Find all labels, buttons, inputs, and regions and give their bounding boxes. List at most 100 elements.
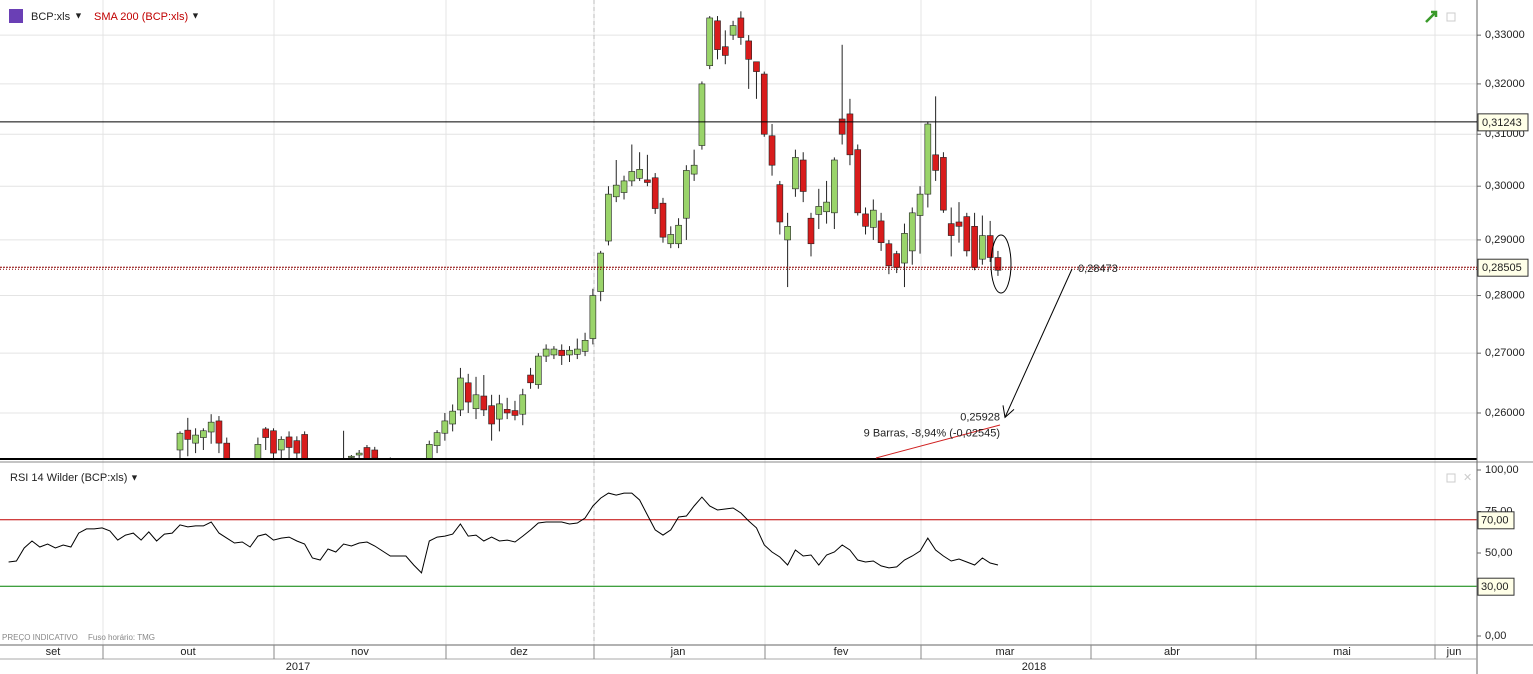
candle-body [986, 235, 994, 258]
rsi-label[interactable]: RSI 14 Wilder (BCP:xls) [10, 472, 127, 484]
candle-body [223, 442, 231, 459]
candle-body [333, 472, 339, 475]
candle-body [768, 135, 776, 166]
rsi-pane [0, 492, 1477, 587]
maximize-icon[interactable] [1446, 12, 1456, 22]
candle-body [838, 118, 846, 135]
candle-body [457, 377, 464, 411]
y-tick-label: 0,29000 [1485, 234, 1525, 246]
footer-timezone: Fuso horário: TMG [88, 633, 155, 642]
candle-body [355, 452, 363, 456]
candle-body [916, 193, 924, 216]
candle-body [877, 220, 885, 243]
rsi-line [8, 492, 999, 574]
candle-body [387, 472, 393, 475]
candle-body [232, 463, 238, 472]
candle-body [659, 202, 667, 238]
candle-body [971, 226, 978, 268]
y-tick-label: 0,28000 [1485, 289, 1525, 301]
candle-body [215, 420, 223, 444]
candle-body [612, 184, 620, 198]
price-pane [176, 11, 1002, 478]
candle-body [651, 177, 659, 209]
candle-body [675, 224, 682, 245]
candle-body [854, 149, 862, 214]
x-tick-label: mai [1333, 646, 1351, 658]
candle-body [924, 123, 932, 195]
y-tick-label: 50,00 [1485, 547, 1513, 559]
x-tick-label: abr [1164, 646, 1180, 658]
candle-body [979, 235, 986, 260]
footer-source: PREÇO INDICATIVO [2, 633, 78, 642]
candle-body [698, 83, 706, 146]
candle-body [885, 243, 893, 267]
candle-body [411, 472, 417, 478]
trend-icon[interactable] [1425, 10, 1438, 23]
x-tick-label: out [180, 646, 195, 658]
candle-body [309, 466, 315, 475]
candle-body [932, 154, 939, 171]
candle-body [207, 421, 215, 433]
candle-body [184, 429, 192, 440]
measure-text: 9 Barras, -8,94% (-0,02545) [864, 427, 1000, 439]
y-tick-label: 0,26000 [1485, 407, 1525, 419]
candle-body [464, 382, 472, 403]
candle-body [729, 25, 737, 36]
candle-body [589, 295, 597, 339]
candle-body [745, 40, 752, 60]
candle-body [737, 17, 745, 38]
price-label-box [1477, 258, 1529, 277]
symbol-label[interactable]: BCP:xls [31, 11, 71, 23]
candle-body [550, 348, 558, 356]
candle-body [425, 444, 433, 459]
x-tick-label: set [46, 646, 61, 658]
price-label-box [1477, 113, 1529, 132]
candle-body [714, 20, 721, 50]
candle-body [262, 428, 269, 438]
dropdown-arrow[interactable]: ▼ [74, 10, 83, 20]
x-year-label: 2017 [286, 661, 310, 673]
arrow-head [1002, 405, 1015, 419]
candle-body [488, 405, 495, 425]
candle-body [901, 233, 908, 264]
candle-body [597, 252, 604, 292]
indicator-label[interactable]: SMA 200 (BCP:xls) [94, 11, 188, 23]
candle-body [511, 410, 519, 416]
candle-body [200, 430, 207, 438]
candle-body [862, 213, 869, 227]
candle-body [270, 430, 277, 454]
dropdown-arrow[interactable]: ▼ [130, 472, 139, 482]
candle-body [994, 257, 1002, 271]
x-year-label: 2018 [1022, 661, 1046, 673]
candle-body [441, 420, 449, 434]
candle-body [293, 440, 301, 454]
candle-body [753, 61, 760, 72]
y-tick-label: 0,33000 [1485, 29, 1525, 41]
candle-body [535, 355, 542, 385]
x-tick-label: jan [670, 646, 686, 658]
grid [0, 0, 1477, 645]
candle-body [527, 374, 534, 384]
level-label-box [1477, 577, 1515, 596]
candle-body [605, 193, 612, 242]
dropdown-arrow[interactable]: ▼ [191, 10, 200, 20]
highlight-ellipse [990, 234, 1012, 294]
y-tick-label: 100,00 [1485, 464, 1519, 476]
candle-body [831, 159, 838, 214]
candle-body [519, 394, 527, 415]
candle-body [792, 157, 799, 190]
measure-start-label: 0,28473 [1078, 263, 1118, 275]
level-label: 30,00 [1481, 581, 1509, 593]
candle-body [433, 432, 441, 446]
close-icon[interactable]: ✕ [1463, 472, 1472, 484]
candle-body [846, 113, 854, 156]
candle-body [395, 472, 401, 476]
candle-body [176, 432, 184, 451]
maximize-icon[interactable] [1446, 473, 1456, 483]
candle-body [566, 349, 573, 356]
candle-body [472, 394, 480, 410]
y-tick-label: 0,00 [1485, 630, 1506, 642]
x-tick-label: mar [996, 646, 1015, 658]
